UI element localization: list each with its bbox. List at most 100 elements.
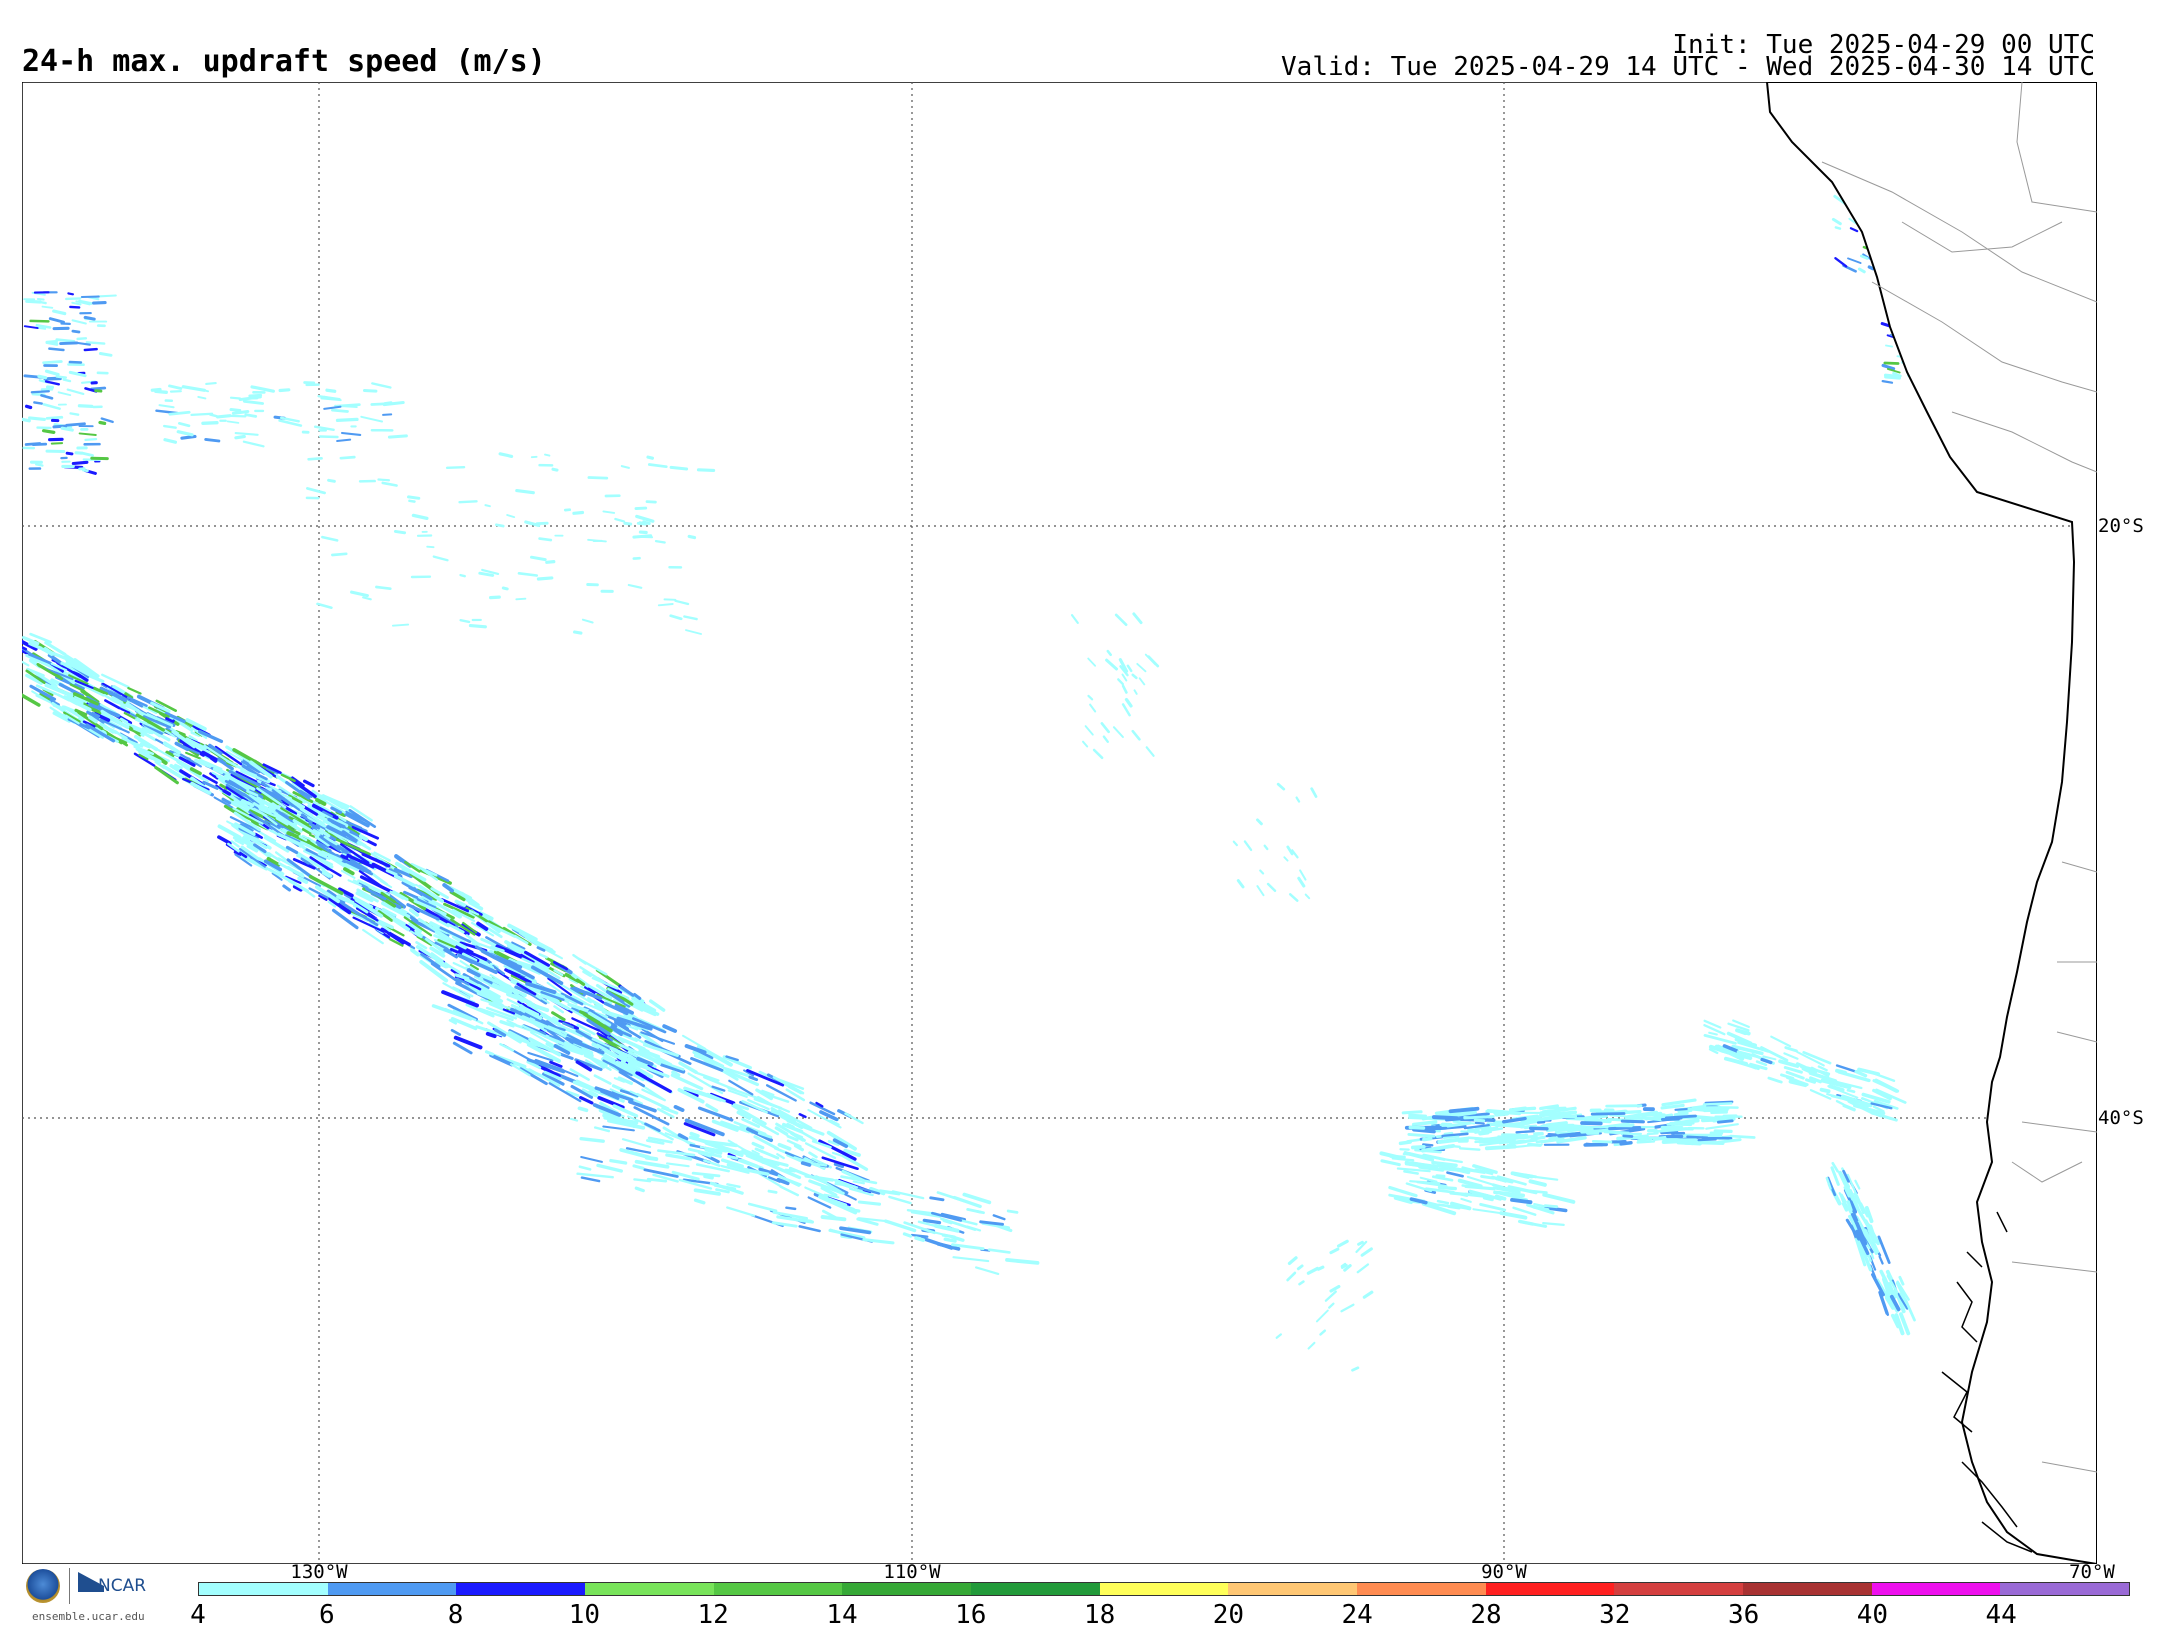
updraft-streak	[246, 415, 256, 417]
updraft-streak	[393, 625, 408, 626]
updraft-streak	[689, 536, 694, 537]
updraft-streak	[85, 349, 97, 350]
updraft-streak	[1444, 1137, 1459, 1138]
updraft-streak	[1605, 1132, 1628, 1134]
updraft-streak	[931, 1198, 943, 1200]
updraft-streak	[916, 1238, 923, 1240]
updraft-streak	[231, 410, 240, 411]
updraft-streak	[1456, 1206, 1469, 1208]
updraft-streak	[365, 391, 376, 392]
updraft-streak	[409, 501, 414, 502]
lon-label-90w: 90°W	[1481, 1561, 1527, 1583]
updraft-streak	[39, 376, 46, 377]
colorbar-segment	[1228, 1583, 1357, 1595]
updraft-streak	[71, 413, 79, 414]
updraft-streak	[84, 454, 93, 456]
updraft-streak	[924, 1220, 939, 1222]
updraft-streak	[516, 599, 525, 600]
updraft-streak	[427, 547, 433, 548]
updraft-streak	[1663, 1119, 1679, 1120]
updraft-streak	[823, 1217, 845, 1219]
updraft-streak	[395, 531, 404, 532]
updraft-streak	[1883, 381, 1892, 383]
updraft-streak	[67, 424, 85, 426]
updraft-streak	[1497, 1197, 1505, 1199]
updraft-streak	[1529, 1145, 1541, 1146]
updraft-streak	[1718, 1121, 1732, 1122]
updraft-streak	[78, 338, 86, 339]
updraft-streak	[1008, 1211, 1017, 1212]
updraft-streak	[231, 416, 246, 417]
updraft-streak	[470, 626, 485, 627]
updraft-streak	[236, 437, 244, 438]
updraft-streak	[384, 403, 403, 405]
updraft-streak	[786, 1208, 795, 1209]
lon-label-70w: 70°W	[2069, 1561, 2115, 1583]
colorbar-segment	[328, 1583, 457, 1595]
updraft-streak	[92, 388, 105, 389]
updraft-streak	[1409, 1134, 1434, 1136]
updraft-streak	[553, 469, 557, 470]
updraft-streak	[488, 1034, 495, 1036]
updraft-streak	[73, 331, 79, 332]
updraft-streak	[538, 578, 551, 579]
updraft-streak	[699, 470, 714, 471]
updraft-streak	[1687, 1137, 1706, 1138]
updraft-streak	[620, 1053, 628, 1055]
updraft-streak	[320, 437, 338, 438]
updraft-streak	[851, 1210, 859, 1211]
updraft-streak	[648, 457, 652, 458]
updraft-streak	[38, 299, 44, 300]
updraft-streak	[1476, 1123, 1484, 1124]
lon-label-110w: 110°W	[883, 1561, 940, 1583]
updraft-streak	[327, 390, 335, 391]
updraft-streak	[1319, 1267, 1323, 1269]
updraft-streak	[383, 414, 391, 415]
updraft-streak	[152, 390, 160, 391]
updraft-streak	[31, 321, 49, 322]
updraft-streak	[648, 1179, 666, 1181]
updraft-streak	[215, 769, 222, 772]
updraft-streak	[517, 491, 534, 493]
updraft-streak	[1848, 1090, 1854, 1092]
updraft-streak	[691, 1134, 698, 1136]
updraft-streak	[44, 431, 54, 433]
updraft-streak	[1480, 1140, 1514, 1142]
updraft-streak	[859, 1202, 879, 1204]
updraft-streak	[389, 436, 406, 437]
updraft-streak	[40, 302, 46, 303]
updraft-streak	[1593, 1141, 1611, 1142]
updraft-streak	[1869, 267, 1873, 269]
updraft-streak	[1666, 1116, 1695, 1118]
updraft-streak	[1582, 1123, 1601, 1124]
updraft-streak	[638, 523, 645, 524]
updraft-streak	[309, 458, 322, 459]
updraft-streak	[337, 440, 350, 441]
lat-label-20s: 20°S	[2098, 515, 2144, 537]
updraft-streak	[27, 406, 31, 407]
updraft-streak	[1414, 1130, 1434, 1132]
updraft-streak	[206, 439, 219, 441]
updraft-streak	[1403, 1112, 1421, 1113]
updraft-streak	[100, 423, 105, 424]
updraft-streak	[36, 464, 42, 465]
updraft-streak	[376, 587, 390, 589]
updraft-streak	[1460, 1148, 1479, 1149]
updraft-streak	[904, 1234, 910, 1236]
colorbar	[198, 1582, 2130, 1596]
updraft-streak	[673, 1072, 678, 1075]
updraft-streak	[164, 426, 176, 428]
updraft-streak	[503, 588, 507, 589]
colorbar-segment	[2000, 1583, 2129, 1595]
updraft-streak	[27, 301, 40, 302]
updraft-streak	[1440, 1187, 1456, 1188]
updraft-streak	[547, 562, 554, 563]
updraft-streak	[1531, 1128, 1547, 1129]
updraft-streak	[47, 417, 62, 418]
updraft-streak	[332, 410, 347, 411]
updraft-streak	[1359, 1242, 1363, 1244]
updraft-streak	[1836, 227, 1840, 228]
colorbar-segment	[456, 1583, 585, 1595]
updraft-streak	[67, 453, 72, 454]
updraft-streak	[671, 467, 687, 469]
